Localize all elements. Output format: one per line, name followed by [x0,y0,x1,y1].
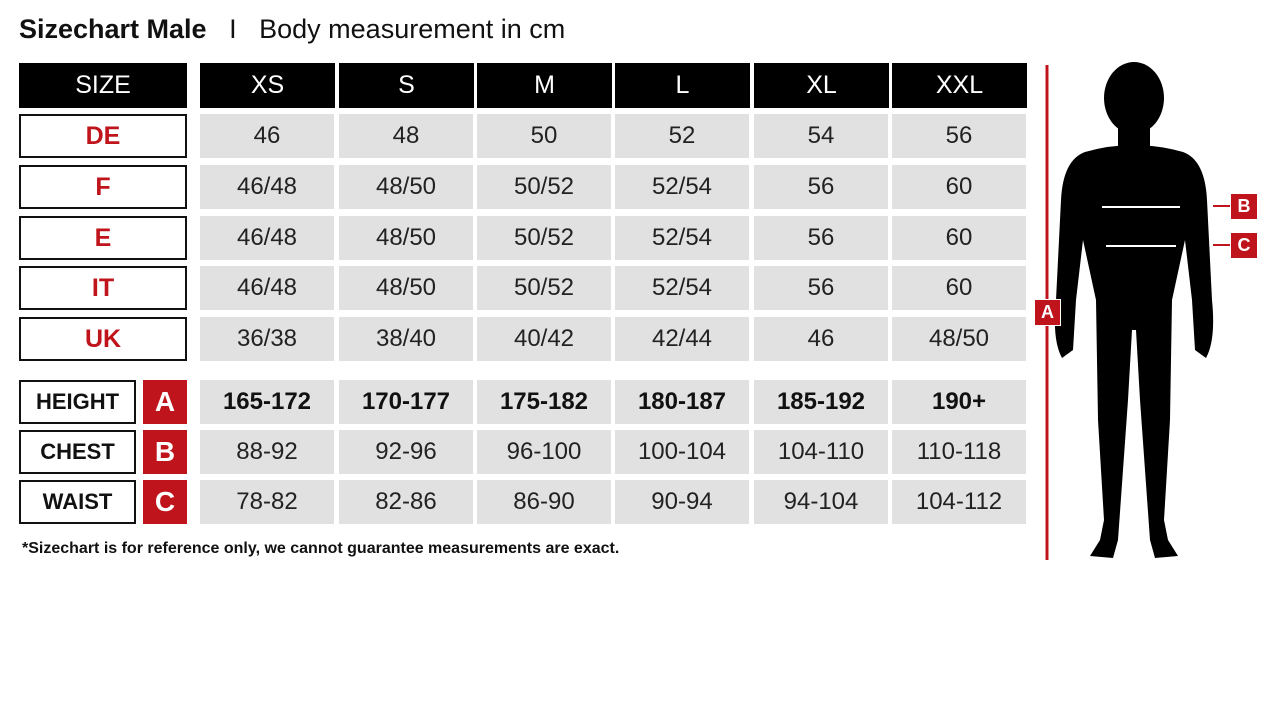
table-cell: 56 [892,114,1026,158]
size-header-cell: XL [754,63,889,108]
table-cell: 82-86 [339,480,473,524]
table-cell: 88-92 [200,430,334,474]
table-cell: 56 [754,216,888,260]
table-cell: 40/42 [477,317,611,361]
table-cell: 86-90 [477,480,611,524]
row-label: UK [19,317,187,361]
size-header-cell: XXL [892,63,1027,108]
size-header-cell: S [339,63,474,108]
table-cell: 56 [754,165,888,209]
table-cell: 104-110 [754,430,888,474]
chest-tag: B [1230,193,1258,220]
table-cell: 110-118 [892,430,1026,474]
measure-letter-badge: A [143,380,187,424]
table-cell: 54 [754,114,888,158]
row-label: IT [19,266,187,310]
table-cell: 52/54 [615,216,749,260]
table-cell: 38/40 [339,317,473,361]
table-cell: 36/38 [200,317,334,361]
table-cell: 90-94 [615,480,749,524]
table-cell: 60 [892,266,1026,310]
table-cell: 165-172 [200,380,334,424]
table-cell: 170-177 [339,380,473,424]
size-header: SIZE [19,63,187,108]
table-cell: 46/48 [200,216,334,260]
table-cell: 96-100 [477,430,611,474]
title-sub: Body measurement in cm [259,14,566,44]
table-cell: 56 [754,266,888,310]
page-title: Sizechart Male I Body measurement in cm [19,14,565,45]
waist-tag: C [1230,232,1258,259]
table-cell: 190+ [892,380,1026,424]
measure-letter-badge: C [143,480,187,524]
measure-label: CHEST [19,430,136,474]
row-label: E [19,216,187,260]
title-main: Sizechart Male [19,14,207,44]
measure-letter-badge: B [143,430,187,474]
man-silhouette-icon [1054,62,1214,558]
table-cell: 46 [754,317,888,361]
table-cell: 50/52 [477,165,611,209]
table-cell: 52/54 [615,266,749,310]
table-cell: 48/50 [339,266,473,310]
size-header-cell: L [615,63,750,108]
footnote: *Sizechart is for reference only, we can… [22,540,620,557]
table-cell: 50/52 [477,216,611,260]
measure-label: WAIST [19,480,136,524]
table-cell: 180-187 [615,380,749,424]
row-label: DE [19,114,187,158]
table-cell: 60 [892,216,1026,260]
table-cell: 46/48 [200,165,334,209]
title-separator: I [229,14,237,44]
size-header-cell: M [477,63,612,108]
table-cell: 50 [477,114,611,158]
table-cell: 104-112 [892,480,1026,524]
table-cell: 78-82 [200,480,334,524]
table-cell: 185-192 [754,380,888,424]
table-cell: 48/50 [892,317,1026,361]
table-cell: 50/52 [477,266,611,310]
size-header-cell: XS [200,63,335,108]
table-cell: 48 [339,114,473,158]
table-cell: 48/50 [339,165,473,209]
table-cell: 42/44 [615,317,749,361]
table-cell: 52 [615,114,749,158]
height-tag: A [1034,299,1061,326]
table-cell: 92-96 [339,430,473,474]
table-cell: 48/50 [339,216,473,260]
table-cell: 100-104 [615,430,749,474]
table-cell: 52/54 [615,165,749,209]
table-cell: 175-182 [477,380,611,424]
table-cell: 60 [892,165,1026,209]
row-label: F [19,165,187,209]
table-cell: 46 [200,114,334,158]
measure-label: HEIGHT [19,380,136,424]
table-cell: 46/48 [200,266,334,310]
table-cell: 94-104 [754,480,888,524]
